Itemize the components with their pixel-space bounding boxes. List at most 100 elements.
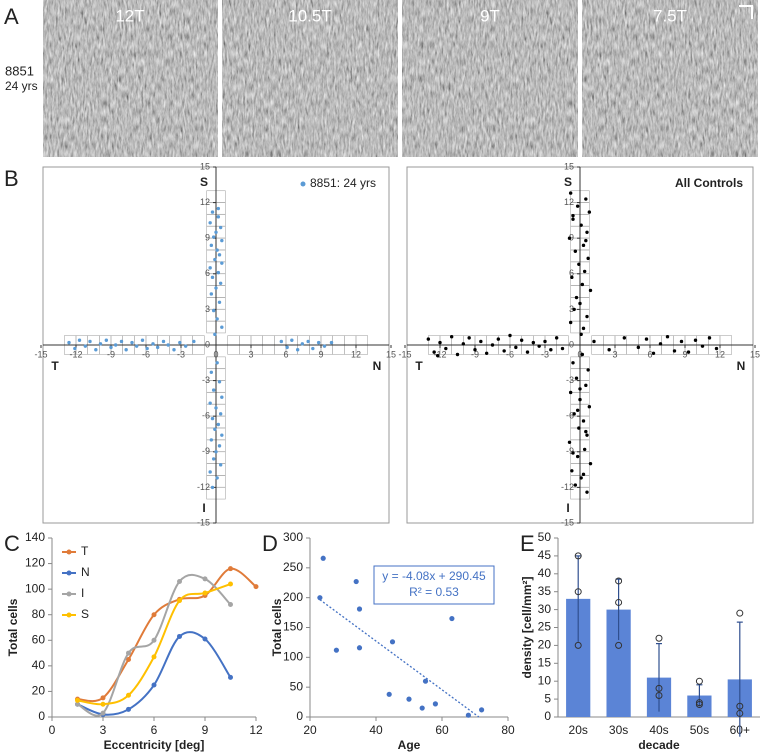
point — [126, 650, 131, 656]
point — [214, 406, 218, 410]
panel-label: E — [520, 531, 535, 556]
point — [113, 343, 118, 347]
point — [435, 353, 440, 358]
point — [581, 419, 586, 423]
y-tick-label: 15 — [564, 161, 574, 171]
point — [211, 235, 216, 239]
point — [218, 225, 223, 230]
point — [94, 348, 98, 352]
point — [151, 654, 157, 660]
y-tick-label: 50 — [290, 679, 304, 693]
series-line — [77, 573, 232, 717]
x-tick-label: 20s — [569, 723, 588, 737]
y-tick-label: 12 — [200, 197, 210, 207]
point — [584, 197, 588, 201]
point — [588, 461, 593, 466]
x-tick-label: 15 — [386, 349, 396, 359]
point — [145, 346, 149, 351]
legend-marker — [66, 612, 72, 618]
sample-point — [615, 577, 623, 585]
point — [577, 426, 581, 430]
point — [585, 314, 589, 319]
point — [588, 288, 593, 293]
y-tick-label: 15 — [200, 161, 210, 171]
x-tick-label: -12 — [433, 349, 446, 359]
sample-point — [655, 692, 663, 700]
point — [586, 368, 590, 372]
point — [220, 433, 224, 437]
point — [679, 339, 684, 344]
y-tick-label: 0 — [569, 339, 574, 349]
point — [177, 633, 182, 639]
point — [119, 339, 124, 344]
point — [644, 337, 649, 341]
point — [151, 612, 157, 618]
point — [579, 223, 583, 227]
point — [572, 307, 576, 312]
sample-point — [615, 598, 623, 606]
y-tick-label: 250 — [283, 560, 303, 574]
point — [216, 422, 221, 427]
x-tick-label: 20 — [303, 723, 317, 737]
sample-point — [574, 641, 582, 649]
point — [579, 476, 583, 480]
point — [567, 236, 572, 240]
point — [573, 249, 578, 253]
point — [98, 342, 103, 346]
point — [577, 262, 581, 267]
point — [177, 598, 182, 604]
sample-point — [655, 684, 663, 692]
point — [311, 346, 315, 351]
point — [484, 351, 489, 356]
point — [571, 361, 575, 365]
y-tick-label: 40 — [538, 566, 552, 580]
point — [211, 457, 216, 461]
y-tick-label: 30 — [538, 602, 552, 616]
point — [575, 454, 580, 459]
point — [389, 639, 396, 645]
scale-bar — [739, 5, 753, 19]
point — [572, 412, 576, 416]
point — [109, 345, 113, 350]
point — [584, 429, 588, 434]
chart-title: All Controls — [675, 176, 743, 190]
point — [707, 336, 712, 340]
point — [216, 215, 221, 219]
point — [622, 336, 627, 340]
legend-label: T — [81, 544, 89, 558]
x-tick-label: 9 — [682, 349, 687, 359]
x-axis-label: Eccentricity [deg] — [104, 738, 205, 752]
point — [587, 405, 592, 409]
legend-marker — [300, 181, 306, 187]
x-tick-label: 12 — [715, 349, 725, 359]
x-tick-label: 3 — [100, 723, 107, 737]
y-tick-label: 50 — [538, 530, 552, 544]
point — [208, 401, 212, 405]
point — [295, 348, 300, 352]
point — [496, 337, 501, 341]
legend-marker — [66, 591, 72, 597]
point — [578, 387, 582, 391]
point — [209, 370, 214, 374]
micrograph — [222, 0, 398, 157]
point — [300, 342, 305, 346]
point — [568, 320, 573, 325]
point — [151, 637, 157, 643]
point — [665, 334, 670, 339]
point — [151, 342, 155, 346]
point — [356, 606, 363, 612]
point — [100, 701, 106, 707]
image-label: 10.5T — [288, 6, 331, 25]
equation: y = -4.08x + 290.45 — [382, 569, 486, 583]
point — [432, 350, 436, 354]
sample-point — [695, 677, 703, 685]
point — [571, 451, 575, 455]
point — [210, 275, 215, 280]
x-tick-label: 12 — [351, 349, 361, 359]
point — [209, 292, 214, 296]
legend-label: I — [81, 586, 84, 600]
point — [449, 334, 454, 339]
point — [686, 350, 691, 354]
point — [356, 645, 363, 651]
x-tick-label: 6 — [283, 349, 288, 359]
